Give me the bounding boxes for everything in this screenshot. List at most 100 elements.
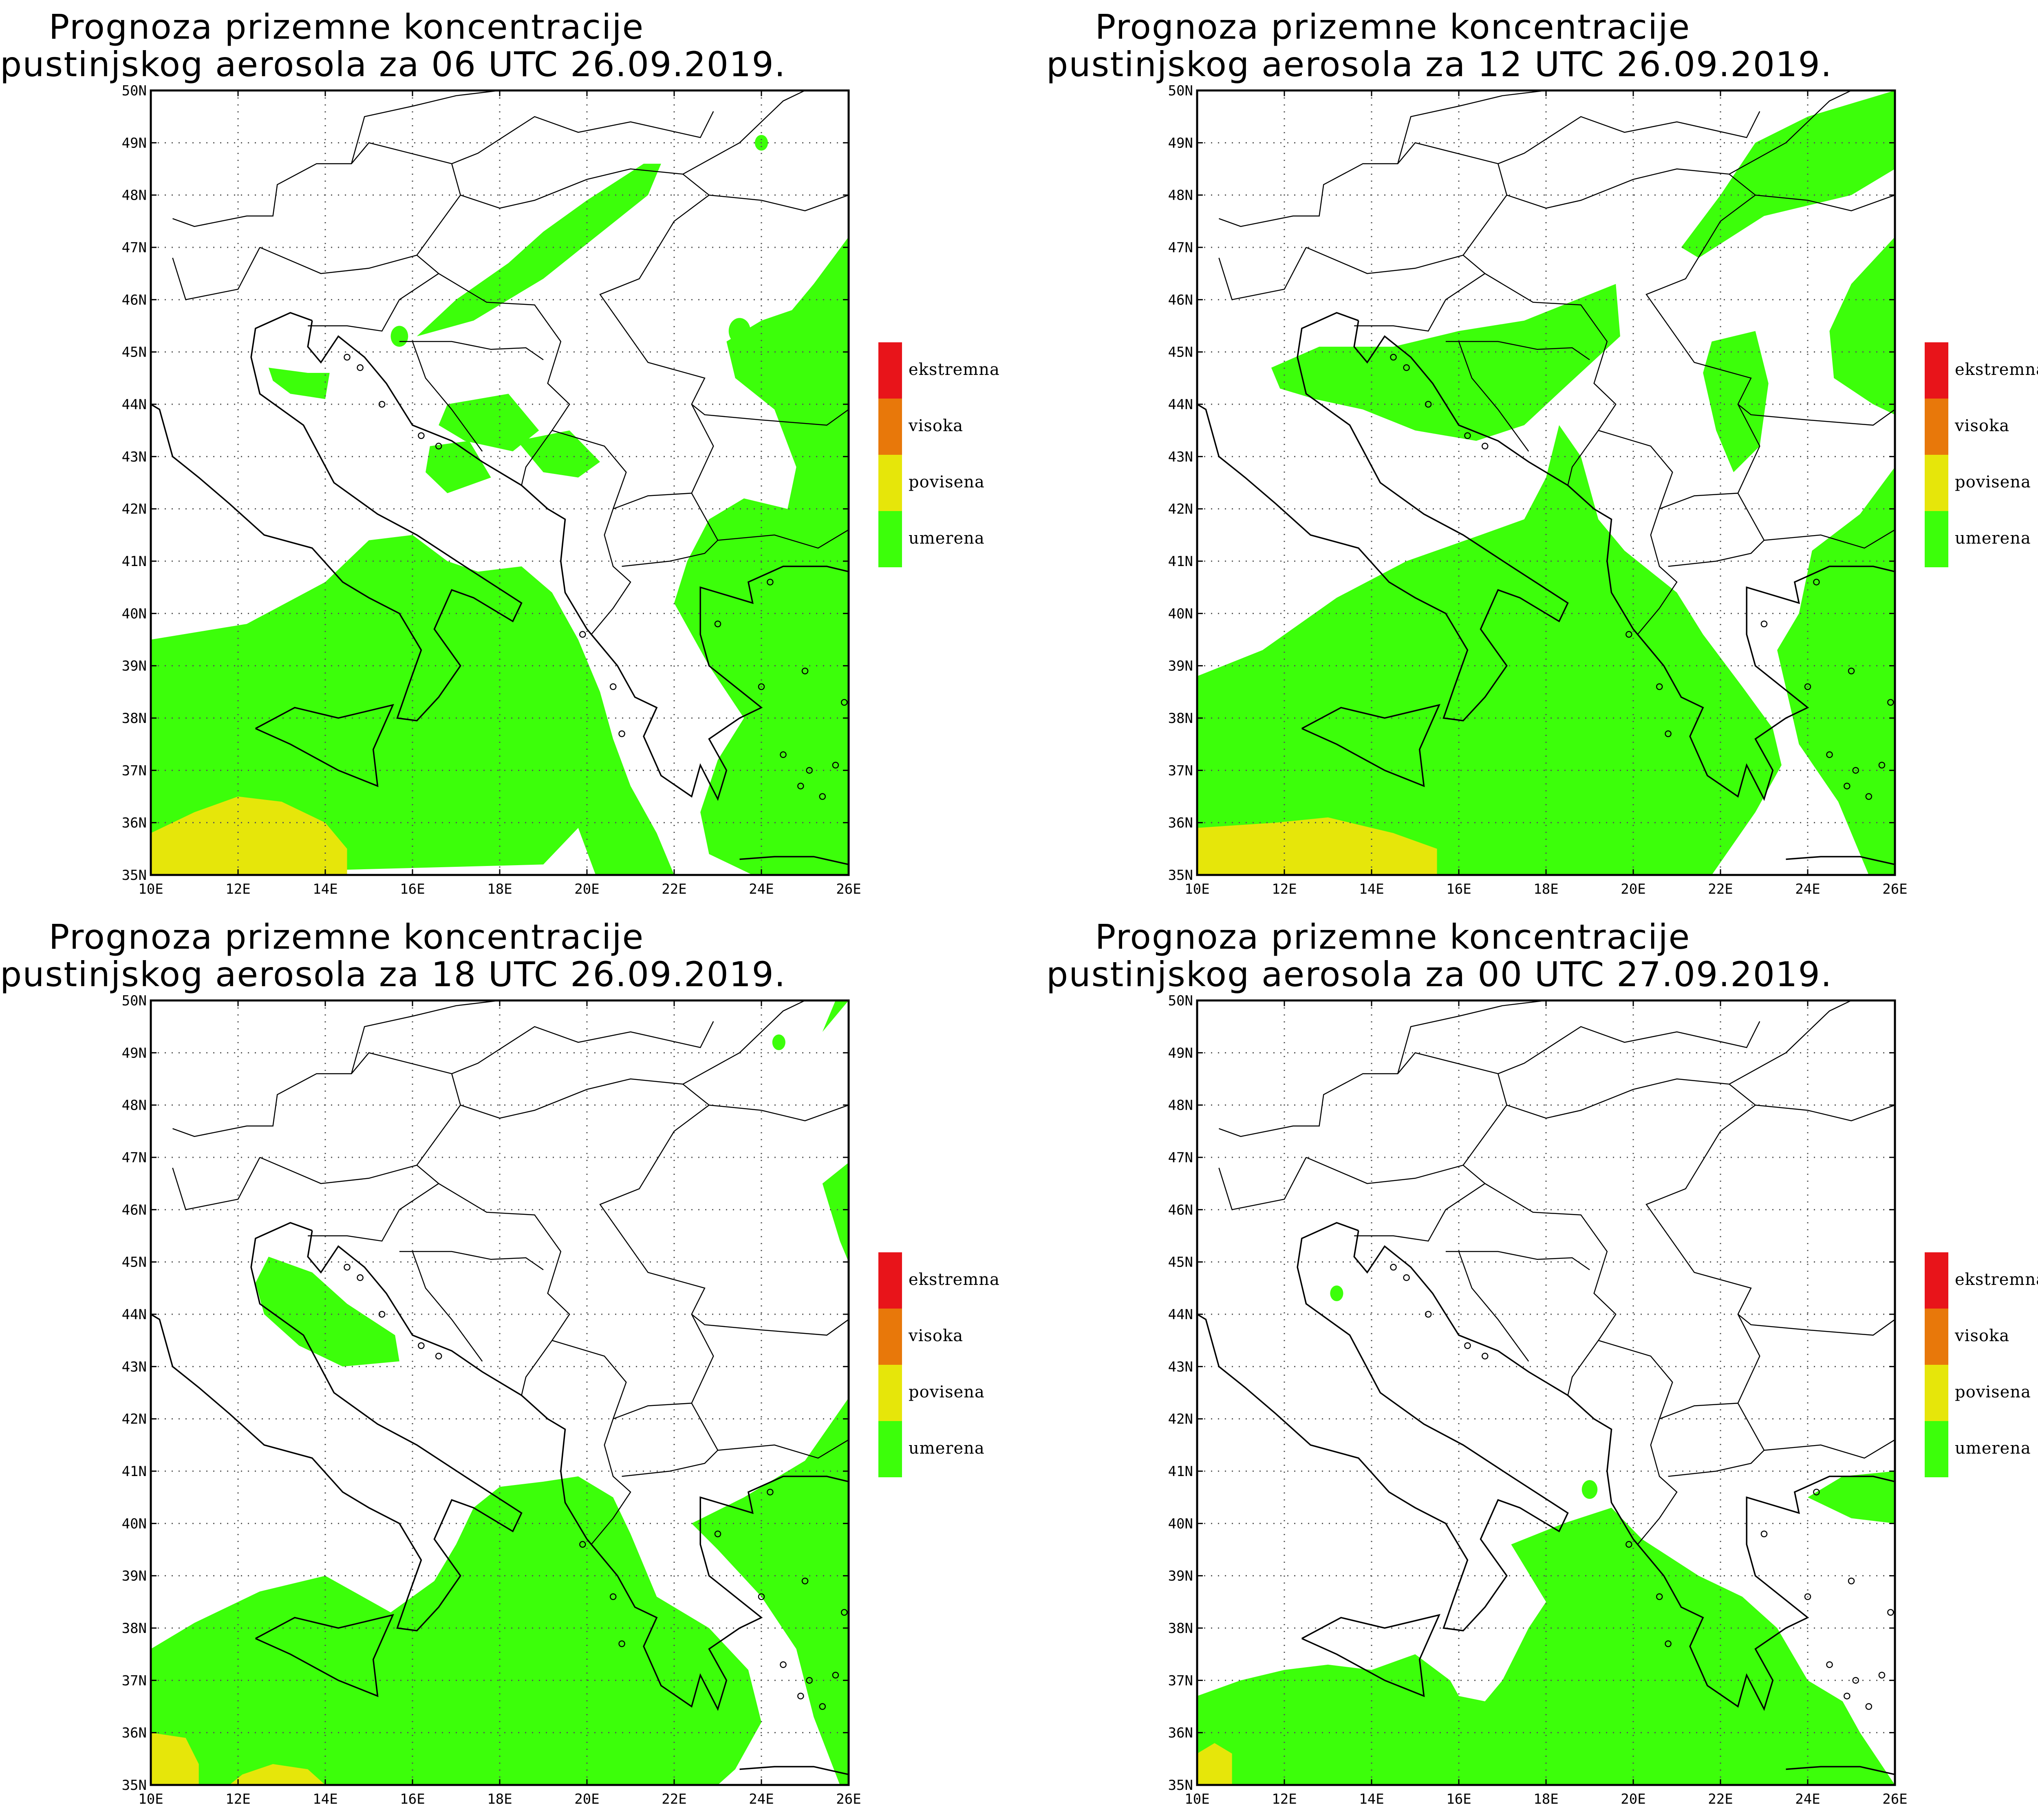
umerena-area bbox=[1703, 331, 1769, 472]
lat-tick-label: 48N bbox=[122, 1097, 147, 1114]
map-panel-06utc: Prognoza prizemne koncentracije pustinjs… bbox=[0, 0, 1046, 910]
lon-tick-label: 18E bbox=[1533, 881, 1558, 897]
umerena-area bbox=[151, 1476, 761, 1785]
title-line-2: pustinjskog aerosola za 06 UTC 26.09.201… bbox=[0, 44, 786, 84]
lon-tick-label: 10E bbox=[138, 881, 163, 897]
country-border bbox=[1354, 1183, 1485, 1242]
forecast-map: 35N 36N 37N 38N 39N 40N 41N 42N 43N 44N 45N 46N 47N 4… bbox=[1168, 993, 1908, 1807]
lon-tick-label: 26E bbox=[1882, 881, 1907, 897]
concentration-legend: ekstremna visoka povisena umerena bbox=[878, 1252, 1050, 1481]
island bbox=[579, 631, 586, 638]
coastline bbox=[1786, 856, 1895, 866]
legend-label: povisena bbox=[1955, 473, 2031, 491]
lon-tick-label: 16E bbox=[1446, 881, 1471, 897]
country-border bbox=[1659, 492, 1765, 567]
island bbox=[1481, 443, 1489, 449]
lat-tick-label: 44N bbox=[1168, 397, 1193, 413]
panel-title: Prognoza prizemne koncentracije pustinjs… bbox=[0, 918, 786, 994]
lon-tick-label: 14E bbox=[1359, 881, 1384, 897]
lon-tick-label: 20E bbox=[1621, 1791, 1645, 1807]
country-border bbox=[691, 404, 849, 426]
country-border bbox=[1306, 1157, 1617, 1396]
povisena-area bbox=[229, 1764, 325, 1785]
lon-tick-label: 24E bbox=[1795, 1791, 1820, 1807]
concentration-legend: ekstremna visoka povisena umerena bbox=[1925, 342, 2038, 571]
title-line-2: pustinjskog aerosola za 18 UTC 26.09.201… bbox=[0, 954, 786, 994]
umerena-area bbox=[1197, 425, 1782, 875]
lat-tick-label: 40N bbox=[122, 1516, 147, 1532]
lat-tick-label: 47N bbox=[1168, 1150, 1193, 1166]
country-border bbox=[1497, 111, 1760, 196]
coastline bbox=[739, 1766, 849, 1776]
island bbox=[1852, 1677, 1859, 1684]
umerena-area bbox=[691, 1398, 849, 1785]
umerena-area bbox=[1581, 1480, 1598, 1499]
legend-item-povisena: povisena bbox=[878, 1365, 1050, 1421]
country-border bbox=[1397, 1000, 1546, 1074]
country-border bbox=[1306, 247, 1617, 486]
legend-label: povisena bbox=[909, 473, 985, 491]
coastline bbox=[255, 704, 394, 787]
country-border bbox=[1462, 168, 1756, 256]
lon-tick-label: 10E bbox=[1184, 1791, 1209, 1807]
umerena-area bbox=[728, 318, 751, 344]
legend-label: umerena bbox=[1955, 1439, 2031, 1458]
legend-swatch bbox=[878, 1252, 902, 1309]
coastline bbox=[1197, 1222, 1569, 1632]
lon-tick-label: 24E bbox=[749, 881, 774, 897]
island bbox=[1760, 620, 1768, 628]
lon-tick-label: 14E bbox=[313, 881, 337, 897]
island bbox=[841, 699, 848, 706]
legend-swatch bbox=[878, 1421, 902, 1477]
country-border bbox=[613, 1402, 719, 1477]
lat-tick-label: 45N bbox=[1168, 344, 1193, 361]
island bbox=[1390, 354, 1397, 361]
lon-tick-label: 18E bbox=[487, 1791, 512, 1807]
lon-tick-label: 20E bbox=[574, 881, 599, 897]
legend-label: povisena bbox=[1955, 1383, 2031, 1401]
country-border bbox=[717, 1439, 849, 1459]
legend-swatch bbox=[878, 399, 902, 455]
lat-tick-label: 41N bbox=[122, 1463, 147, 1480]
legend-item-ekstremna: ekstremna bbox=[878, 342, 1050, 399]
island bbox=[618, 730, 625, 737]
island bbox=[1865, 793, 1873, 800]
lat-tick-label: 39N bbox=[1168, 1568, 1193, 1584]
country-border bbox=[1659, 1402, 1765, 1477]
country-border bbox=[709, 194, 849, 212]
island bbox=[1481, 1353, 1489, 1359]
map-area bbox=[151, 90, 849, 875]
country-border bbox=[1445, 1251, 1590, 1270]
lat-tick-label: 49N bbox=[122, 135, 147, 151]
island bbox=[1887, 1609, 1894, 1616]
legend-label: umerena bbox=[1955, 529, 2031, 548]
coastline bbox=[1353, 320, 1895, 801]
island bbox=[1626, 1541, 1632, 1548]
island bbox=[1878, 1672, 1886, 1679]
island bbox=[1848, 668, 1855, 674]
island bbox=[609, 1593, 617, 1600]
island bbox=[618, 1640, 625, 1647]
povisena-area bbox=[151, 796, 347, 875]
legend-swatch bbox=[1925, 1252, 1948, 1309]
legend-label: visoka bbox=[909, 416, 964, 435]
map-panel-00utc: Prognoza prizemne koncentracije pustinjs… bbox=[1046, 910, 2038, 1820]
island bbox=[1813, 1489, 1820, 1496]
legend-swatch bbox=[1925, 342, 1948, 399]
legend-label: visoka bbox=[1955, 416, 2010, 435]
island bbox=[1844, 1692, 1851, 1700]
country-border bbox=[682, 90, 805, 175]
concentration-legend: ekstremna visoka povisena umerena bbox=[1925, 1252, 2038, 1481]
legend-swatch bbox=[878, 1309, 902, 1365]
umerena-area bbox=[517, 430, 600, 478]
country-border bbox=[1738, 1314, 1895, 1336]
lon-tick-label: 14E bbox=[313, 1791, 337, 1807]
country-border bbox=[1458, 1251, 1529, 1362]
umerena-area bbox=[1829, 237, 1895, 415]
lat-tick-label: 43N bbox=[1168, 449, 1193, 465]
legend-swatch bbox=[1925, 1365, 1948, 1421]
country-border bbox=[172, 1157, 260, 1210]
coastline bbox=[1301, 1614, 1440, 1697]
map-panel-18utc: Prognoza prizemne koncentracije pustinjs… bbox=[0, 910, 1046, 1820]
lat-tick-label: 36N bbox=[1168, 1725, 1193, 1741]
